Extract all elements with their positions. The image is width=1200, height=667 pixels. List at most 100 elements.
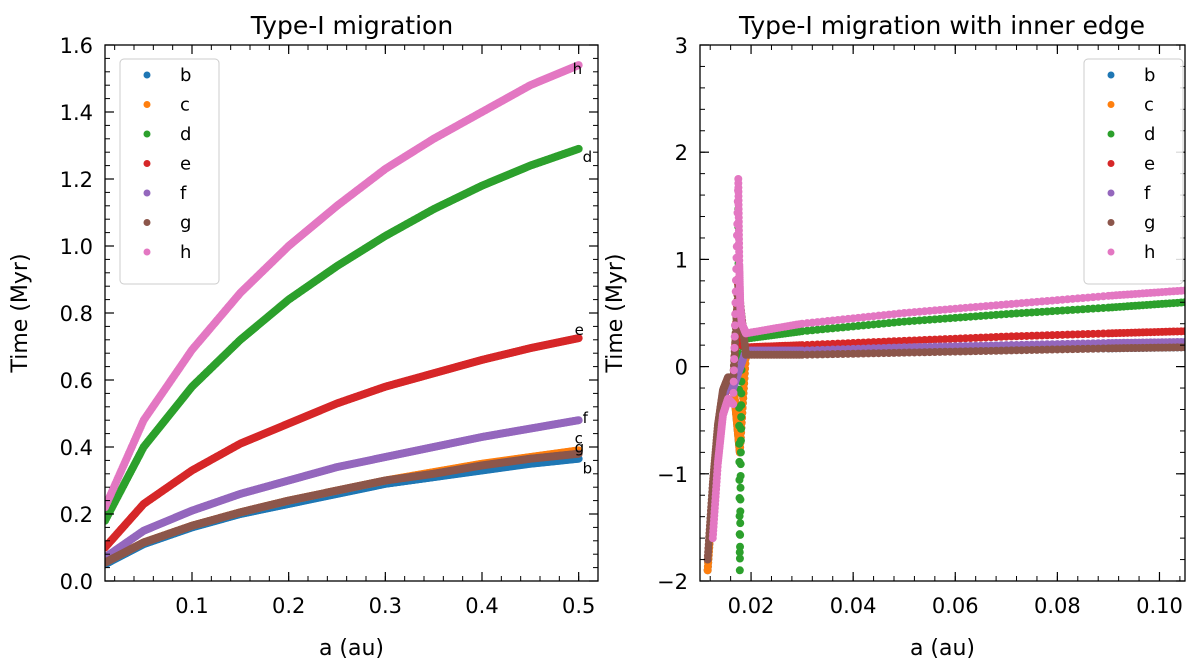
data-point-e — [1181, 327, 1185, 336]
data-point-d — [736, 519, 745, 528]
legend-marker-g — [1107, 219, 1115, 226]
end-label-g: g — [575, 439, 585, 457]
legend-label-b: b — [1144, 65, 1155, 86]
end-label-f: f — [583, 409, 589, 427]
ticks: 0.1 0.2 0.3 0.4 0.50.00.20.40.60.81.01.21.41… — [60, 34, 599, 618]
legend-marker-b — [143, 71, 151, 79]
data-point-g — [574, 449, 583, 458]
right-panel: Type-I migration with inner edge a (au) Ti… — [603, 11, 1186, 661]
x-tick-label: 0.04 — [830, 594, 877, 618]
axes-frame — [699, 44, 1186, 582]
series-h — [708, 175, 1185, 543]
y-tick-label: 1.2 — [60, 168, 93, 192]
data-point-h — [1181, 286, 1185, 295]
y-tick-label: 1.6 — [60, 34, 93, 58]
legend-marker-h — [143, 248, 151, 256]
chart-title: Type-I migration with inner edge — [738, 11, 1145, 40]
series-f — [105, 416, 583, 562]
data-point-d — [736, 471, 745, 480]
legend-marker-c — [143, 101, 151, 108]
legend-label-g: g — [1144, 213, 1155, 234]
end-label-h: h — [573, 60, 583, 78]
data-point-d — [735, 566, 744, 575]
data-point-d — [574, 144, 583, 153]
legend-label-g: g — [180, 213, 191, 234]
series-e — [105, 334, 583, 552]
x-tick-label: 0.4 — [465, 594, 498, 618]
y-axis-label: Time (Myr) — [8, 253, 33, 373]
end-label-b: b — [583, 460, 593, 478]
data-point-h — [730, 332, 739, 341]
data-point-d — [737, 412, 746, 421]
x-axis-label: a (au) — [910, 636, 975, 661]
end-label-e: e — [575, 321, 584, 339]
legend-label-d: d — [180, 124, 191, 145]
legend-marker-c — [1107, 101, 1115, 108]
data-point-h — [729, 366, 738, 375]
y-tick-label: 0.2 — [60, 503, 93, 527]
end-label-d: d — [583, 148, 593, 166]
data-point-h — [729, 400, 738, 409]
x-axis-label: a (au) — [319, 636, 384, 661]
x-tick-label: 0.5 — [562, 594, 595, 618]
y-tick-label: 2 — [675, 141, 688, 165]
legend-marker-e — [143, 160, 151, 167]
y-tick-label: 0 — [675, 356, 688, 380]
plot-area — [105, 61, 583, 569]
y-tick-label: 0.6 — [60, 369, 93, 393]
y-tick-label: 1.0 — [60, 235, 93, 259]
x-tick-label: 0.10 — [1136, 594, 1183, 618]
y-tick-label: −2 — [657, 570, 688, 594]
series-g — [105, 449, 583, 567]
legend-label-e: e — [180, 154, 191, 175]
end-label-c: c — [575, 429, 583, 447]
data-point-d — [736, 507, 745, 516]
legend-box — [1083, 58, 1184, 285]
y-tick-label: 0.0 — [60, 570, 93, 594]
legend-marker-h — [1107, 248, 1115, 256]
series-b — [105, 454, 583, 569]
legend-marker-e — [1107, 160, 1115, 167]
legend-label-d: d — [1144, 124, 1155, 145]
legend-label-h: h — [1144, 242, 1155, 263]
legend-label-b: b — [180, 65, 191, 86]
data-point-d — [735, 554, 744, 563]
data-point-f — [574, 416, 583, 425]
y-tick-label: 3 — [675, 34, 688, 58]
x-tick-label: 0.1 — [175, 594, 208, 618]
data-point-e — [574, 334, 583, 343]
y-tick-label: 0.4 — [60, 436, 93, 460]
series-b — [703, 343, 1185, 575]
data-point-h — [730, 343, 739, 352]
legend-marker-f — [1107, 189, 1115, 197]
data-point-d — [737, 389, 746, 398]
legend-marker-f — [143, 189, 151, 197]
y-tick-label: 0.8 — [60, 302, 93, 326]
x-tick-label: 0.02 — [728, 594, 775, 618]
data-point-h — [574, 61, 583, 70]
series-c — [703, 342, 1185, 575]
x-tick-label: 0.2 — [272, 594, 305, 618]
data-point-d — [736, 460, 745, 469]
y-tick-label: 1 — [675, 248, 688, 272]
legend-label-c: c — [180, 95, 190, 116]
data-point-d — [737, 424, 746, 433]
x-tick-label: 0.06 — [932, 594, 979, 618]
data-point-h — [729, 377, 738, 386]
chart-title: Type-I migration — [250, 11, 453, 40]
y-axis-label: Time (Myr) — [603, 253, 628, 373]
legend-label-h: h — [180, 242, 191, 263]
y-tick-label: −1 — [657, 463, 688, 487]
series-d — [105, 144, 583, 525]
data-point-d — [737, 401, 746, 410]
legend-label-f: f — [180, 183, 187, 204]
data-point-h — [730, 355, 739, 364]
legend-marker-d — [1107, 130, 1115, 138]
plot-area — [703, 175, 1185, 575]
series-h — [105, 61, 583, 512]
